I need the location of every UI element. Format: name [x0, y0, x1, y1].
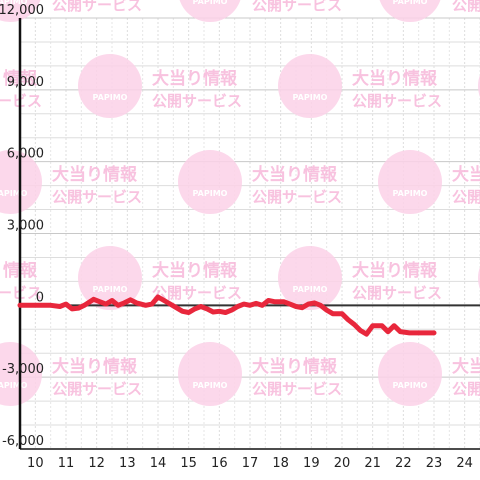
watermark: PAPIMO大当り情報公開サービスPAPIMO大当り情報公開サービスPAPIMO…: [0, 0, 480, 406]
watermark-logo-text: PAPIMO: [293, 93, 328, 102]
x-tick-label: 10: [27, 456, 44, 471]
watermark-text-line1: 大当り情報: [252, 164, 338, 185]
x-tick-label: 19: [303, 456, 320, 471]
x-tick-label: 12: [88, 456, 105, 471]
watermark-text-line1: 大当り情報: [452, 356, 480, 377]
x-tick-label: 23: [426, 456, 443, 471]
watermark-logo-text: PAPIMO: [193, 189, 228, 198]
watermark-logo-text: PAPIMO: [393, 0, 428, 6]
watermark-logo-text: PAPIMO: [0, 381, 28, 390]
y-tick-label: 9,000: [7, 75, 44, 90]
watermark-logo: [379, 0, 441, 22]
watermark-text-line1: 大当り情報: [352, 68, 438, 89]
y-tick-label: 12,000: [0, 3, 44, 18]
watermark-logo: [0, 0, 41, 22]
watermark-text-line2: 公開サービス: [252, 0, 342, 14]
watermark-logo: [378, 342, 442, 406]
series-layer: [17, 294, 437, 337]
watermark-text-line2: 公開サービス: [452, 0, 480, 14]
watermark-text-line2: 公開サービス: [52, 380, 142, 398]
watermark-text-line1: 大当り情報: [352, 260, 438, 281]
watermark-text-line1: 大当り情報: [252, 356, 338, 377]
watermark-text-line1: 大当り情報: [52, 356, 138, 377]
x-tick-label: 14: [150, 456, 167, 471]
watermark-logo: [278, 246, 342, 310]
watermark-text-line2: 公開サービス: [152, 284, 242, 302]
watermark-logo: [178, 342, 242, 406]
series-line: [17, 294, 437, 337]
watermark-text-line2: 公開サービス: [452, 380, 480, 398]
watermark-logo-text: PAPIMO: [293, 285, 328, 294]
watermark-text-line2: 公開サービス: [52, 0, 142, 14]
watermark-text-line2: 公開サービス: [152, 92, 242, 110]
watermark-text-line2: 公開サービス: [452, 188, 480, 206]
watermark-text-line1: 大当り情報: [52, 164, 138, 185]
y-tick-label: 3,000: [7, 219, 44, 234]
watermark-text-line1: 大当り情報: [152, 68, 238, 89]
watermark-logo-text: PAPIMO: [193, 381, 228, 390]
x-tick-label: 24: [456, 456, 473, 471]
x-tick-label: 11: [58, 456, 75, 471]
watermark-logo: [278, 54, 342, 118]
x-tick-label: 17: [242, 456, 259, 471]
watermark-logo: [178, 150, 242, 214]
watermark-text-line1: 大当り情報: [452, 164, 480, 185]
y-tick-label: 0: [36, 290, 44, 305]
watermark-logo-text: PAPIMO: [0, 189, 28, 198]
y-tick-label: 6,000: [7, 147, 44, 162]
watermark-logo-text: PAPIMO: [0, 0, 28, 6]
watermark-logo-text: PAPIMO: [93, 93, 128, 102]
watermark-text-line2: 公開サービス: [252, 380, 342, 398]
x-tick-label: 13: [119, 456, 136, 471]
watermark-text-line2: 公開サービス: [252, 188, 342, 206]
watermark-logo: [179, 0, 241, 22]
x-tick-label: 22: [395, 456, 412, 471]
watermark-logo-text: PAPIMO: [393, 381, 428, 390]
watermark-logo: [78, 54, 142, 118]
x-tick-label: 18: [272, 456, 289, 471]
x-tick-label: 16: [211, 456, 228, 471]
watermark-text-line2: 公開サービス: [52, 188, 142, 206]
x-tick-label: 20: [334, 456, 351, 471]
watermark-logo: [378, 150, 442, 214]
y-tick-label: -3,000: [2, 362, 44, 377]
x-tick-label: 21: [364, 456, 381, 471]
x-tick-label: 15: [180, 456, 197, 471]
watermark-text-line2: 公開サービス: [352, 92, 442, 110]
tick-labels: -6,000 -3,000 0 3,000 6,000 9,000 12,000 10 11 12…: [0, 3, 473, 471]
watermark-text-line2: 公開サービス: [352, 284, 442, 302]
watermark-logo-text: PAPIMO: [193, 0, 228, 6]
y-tick-label: -6,000: [2, 434, 44, 449]
watermark-logo-text: PAPIMO: [93, 285, 128, 294]
watermark-text-line1: 大当り情報: [152, 260, 238, 281]
watermark-logo: [78, 246, 142, 310]
watermark-logo-text: PAPIMO: [393, 189, 428, 198]
